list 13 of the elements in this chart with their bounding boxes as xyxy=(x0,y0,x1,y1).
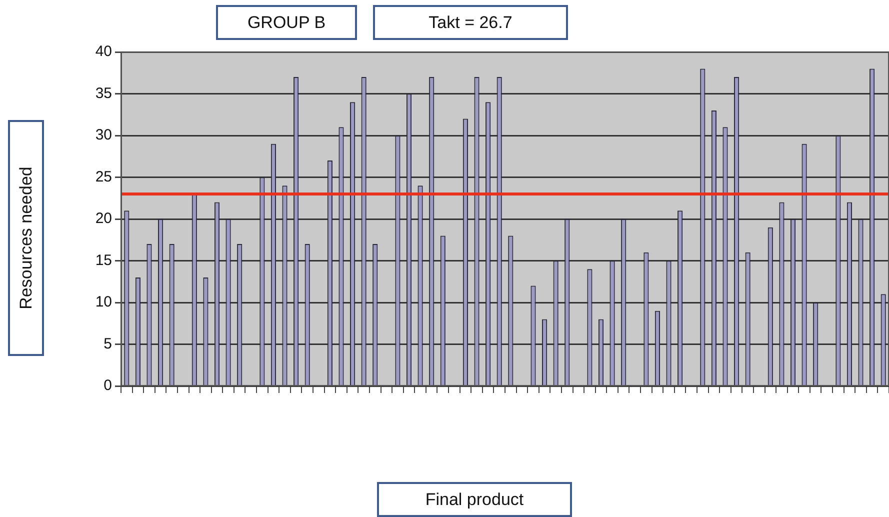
text: Final product xyxy=(377,482,572,517)
y-tick-label: 20 xyxy=(95,210,112,228)
y-tick-label: 0 xyxy=(104,377,112,394)
y-tick-label: 40 xyxy=(95,43,112,60)
y-tick-label: 35 xyxy=(95,84,112,102)
y-tick-label: 25 xyxy=(95,168,112,186)
y-axis-title: Resources needed xyxy=(16,166,36,310)
y-tick-label: 10 xyxy=(95,294,112,311)
text: GROUP B xyxy=(216,5,357,40)
y-tick-label: 5 xyxy=(104,335,112,352)
y-tick-label: 30 xyxy=(95,126,112,144)
text: Takt = 26.7 xyxy=(373,5,568,40)
y-tick-label: 15 xyxy=(95,252,112,269)
